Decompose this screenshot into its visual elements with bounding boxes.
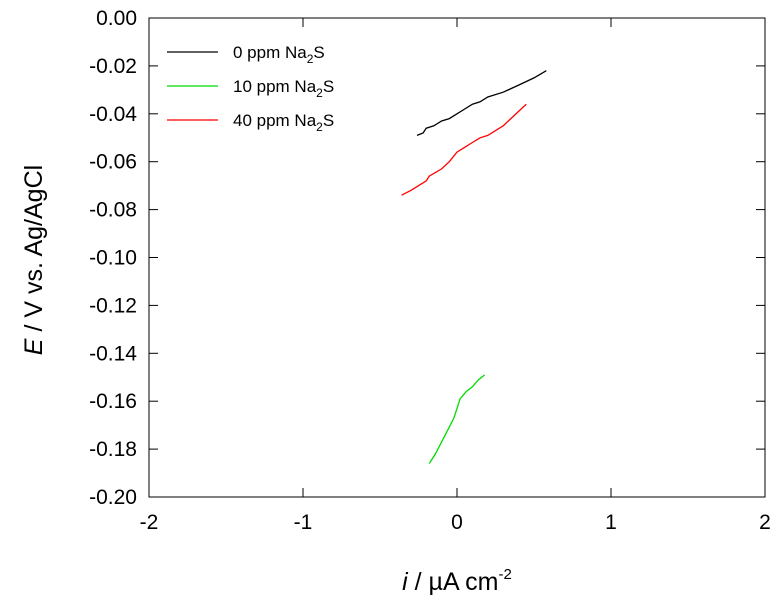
- series-line: [416, 70, 547, 137]
- legend-label: 10 ppm Na2S: [233, 77, 334, 100]
- x-axis-title: i / µA cm-2: [402, 566, 512, 596]
- y-tick-label: -0.16: [89, 390, 137, 413]
- series-line: [401, 103, 527, 196]
- y-axis-title-text: / V vs. Ag/AgCl: [20, 165, 48, 339]
- x-tick-label: 0: [451, 511, 463, 534]
- x-axis-title-italic: i: [402, 568, 409, 596]
- x-axis-title-text: / µA cm: [408, 568, 499, 596]
- y-axis-title: E / V vs. Ag/AgCl: [20, 165, 48, 355]
- y-tick-label: -0.02: [89, 55, 137, 78]
- legend-label: 0 ppm Na2S: [233, 43, 325, 66]
- y-tick-label: -0.18: [89, 438, 137, 461]
- y-tick-label: 0.00: [96, 7, 137, 30]
- y-tick-label: -0.12: [89, 294, 137, 317]
- y-tick-label: -0.08: [89, 199, 137, 222]
- legend-label: 40 ppm Na2S: [233, 111, 334, 134]
- x-axis-title-superscript: -2: [499, 566, 512, 583]
- series-line: [428, 374, 486, 464]
- y-tick-label: -0.10: [89, 247, 137, 270]
- x-tick-label: 1: [605, 511, 617, 534]
- y-tick-label: -0.04: [89, 103, 137, 126]
- x-tick-label: -1: [294, 511, 313, 534]
- x-tick-label: -2: [140, 511, 159, 534]
- y-axis-title-italic: E: [20, 338, 48, 355]
- x-tick-label: 2: [759, 511, 771, 534]
- y-tick-label: -0.14: [89, 342, 137, 365]
- y-tick-label: -0.20: [89, 486, 137, 509]
- y-tick-label: -0.06: [89, 151, 137, 174]
